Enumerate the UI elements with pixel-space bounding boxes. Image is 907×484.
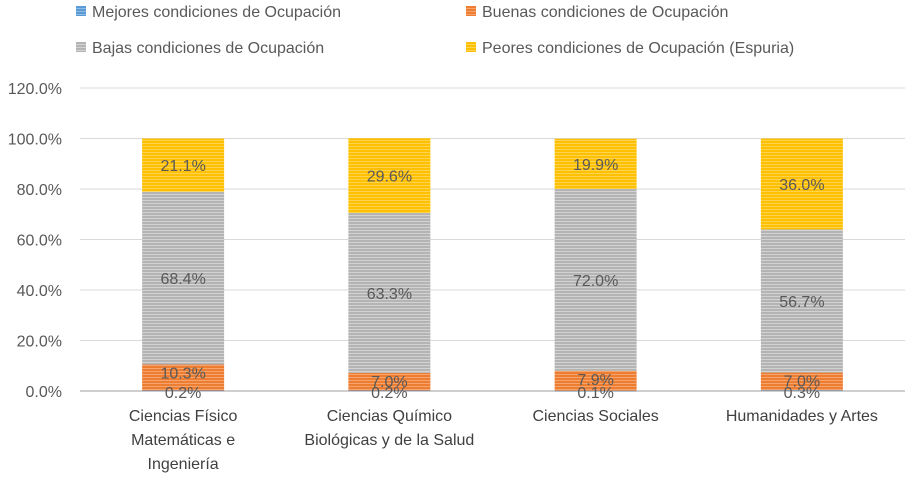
data-label: 7.9% (577, 372, 613, 389)
legend-label-2: Buenas condiciones de Ocupación (482, 4, 728, 21)
data-label: 0.1% (577, 385, 613, 402)
bar-segment-4 (760, 138, 843, 230)
x-tick-label: Ciencias Químico (327, 408, 452, 425)
bar-segment-2 (348, 372, 431, 391)
bar-segment-1 (142, 390, 225, 392)
y-tick-label: 40.0% (17, 283, 62, 300)
x-tick-label: Ciencias Físico (129, 408, 238, 425)
legend-label-3: Bajas condiciones de Ocupación (92, 40, 324, 57)
legend-swatch-1 (76, 6, 86, 16)
bar-segment-1 (348, 390, 431, 392)
bar-segment-3 (554, 189, 637, 371)
bar-segment-4 (554, 138, 637, 189)
data-labels: 0.2%10.3%68.4%21.1%0.2%7.0%63.3%29.6%0.1… (160, 157, 824, 402)
data-label: 10.3% (160, 365, 205, 382)
bar-segment-3 (348, 212, 431, 373)
data-label: 19.9% (573, 157, 618, 174)
y-tick-label: 100.0% (8, 132, 62, 149)
data-label: 21.1% (160, 158, 205, 175)
y-tick-label: 80.0% (17, 182, 62, 199)
data-label: 72.0% (573, 273, 618, 290)
x-tick-label: Humanidades y Artes (726, 408, 878, 425)
y-tick-label: 120.0% (8, 81, 62, 98)
x-tick-label: Matemáticas e (131, 432, 235, 449)
bar-segment-3 (760, 229, 843, 373)
legend: Mejores condiciones de Ocupación Buenas c… (76, 4, 794, 57)
data-label: 68.4% (160, 271, 205, 288)
x-tick-label: Biológicas y de la Salud (304, 432, 474, 449)
data-label: 0.2% (371, 385, 407, 402)
bar-segment-1 (554, 390, 637, 392)
y-tick-label: 60.0% (17, 233, 62, 250)
bar-segment-2 (760, 372, 843, 391)
x-tick-label: Ingeniería (148, 456, 219, 473)
bar-segment-3 (142, 191, 225, 365)
axes: 0.0% 20.0% 40.0% 60.0% 80.0% 100.0% 120.0% Cien… (8, 81, 905, 473)
bar-segment-2 (142, 364, 225, 391)
data-label: 56.7% (779, 294, 824, 311)
bars (142, 138, 843, 392)
y-tick-label: 0.0% (26, 384, 62, 401)
data-label: 7.0% (371, 374, 407, 391)
data-label: 0.2% (165, 385, 201, 402)
bar-segment-4 (142, 138, 225, 192)
data-label: 63.3% (367, 286, 412, 303)
legend-label-4: Peores condiciones de Ocupación (Espuria… (482, 40, 794, 57)
legend-swatch-3 (76, 42, 86, 52)
legend-label-1: Mejores condiciones de Ocupación (92, 4, 341, 21)
data-label: 0.3% (784, 385, 820, 402)
bar-segment-4 (348, 138, 431, 213)
y-tick-label: 20.0% (17, 334, 62, 351)
data-label: 7.0% (784, 374, 820, 391)
data-label: 29.6% (367, 169, 412, 186)
legend-swatch-4 (466, 42, 476, 52)
x-tick-label: Ciencias Sociales (532, 408, 658, 425)
legend-swatch-2 (466, 6, 476, 16)
data-label: 36.0% (779, 177, 824, 194)
bar-segment-1 (760, 390, 843, 391)
bar-segment-2 (554, 370, 637, 391)
